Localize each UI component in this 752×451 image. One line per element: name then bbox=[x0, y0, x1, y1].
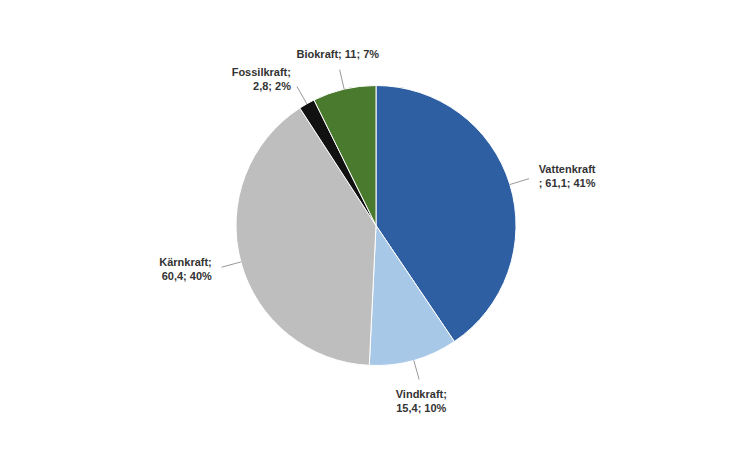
svg-text:Vindkraft;15,4; 10%: Vindkraft;15,4; 10% bbox=[396, 388, 447, 414]
svg-text:Vattenkraft; 61,1; 41%: Vattenkraft; 61,1; 41% bbox=[539, 163, 596, 189]
svg-text:Biokraft; 11; 7%: Biokraft; 11; 7% bbox=[297, 48, 380, 60]
svg-text:Kärnkraft;60,4; 40%: Kärnkraft;60,4; 40% bbox=[159, 256, 212, 282]
svg-text:Fossilkraft;2,8; 2%: Fossilkraft;2,8; 2% bbox=[232, 66, 292, 92]
